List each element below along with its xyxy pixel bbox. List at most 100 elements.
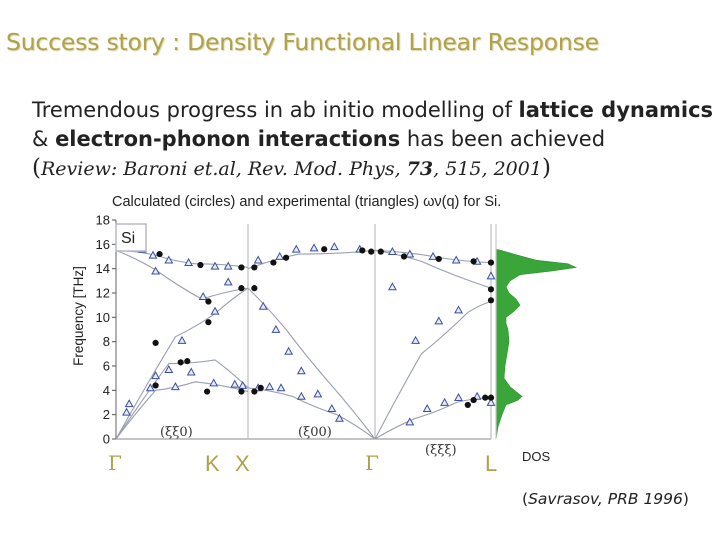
experimental-triangle: [296, 391, 306, 400]
experimental-triangle: [253, 255, 263, 264]
citation: (Savrasov, PRB 1996): [522, 490, 689, 508]
y-tick-label: 16: [96, 237, 110, 252]
calculated-circle: [487, 394, 495, 401]
experimental-triangle: [209, 378, 219, 387]
si-label-box: Si: [115, 223, 147, 252]
y-tick-label: 18: [96, 213, 110, 228]
calculated-circle: [464, 401, 471, 409]
y-tick-label: 2: [103, 407, 110, 422]
experimental-triangle: [284, 346, 294, 355]
y-tick-label: 6: [103, 359, 110, 374]
y-tick-label: 0: [103, 432, 110, 447]
experimental-triangle: [291, 244, 301, 253]
sym-point-l: L: [485, 451, 497, 476]
dispersion-curve-gamma_k-4: [115, 249, 249, 300]
intro-bold-electron-phonon: electron-phonon interactions: [55, 127, 401, 151]
experimental-triangle: [223, 277, 233, 286]
calculated-circle: [482, 394, 489, 401]
intro-plain-3: has been achieved: [400, 127, 606, 151]
dos-panel: [495, 248, 578, 440]
experimental-triangle: [210, 261, 220, 270]
data-points: [122, 242, 496, 426]
dispersion-curves: [115, 249, 492, 440]
intro-plain-1: Tremendous progress in ab initio modelli…: [32, 98, 519, 122]
experimental-triangle: [230, 379, 240, 388]
y-tick-label: 12: [96, 286, 110, 301]
intro-line-3: (Review: Baroni et.al, Rev. Mod. Phys, 7…: [32, 154, 720, 184]
experimental-triangle: [258, 301, 268, 310]
sym-point-gamma-1: Γ: [108, 451, 122, 475]
experimental-triangle: [454, 305, 463, 314]
experimental-triangle: [275, 251, 285, 260]
calculated-circle: [368, 248, 375, 255]
calculated-circle: [238, 285, 245, 292]
calculated-circle: [205, 319, 212, 326]
intro-line-2: & electron-phonon interactions has been …: [32, 125, 720, 154]
dispersion-curve-x_gamma-0: [247, 387, 376, 440]
calculated-circle: [359, 247, 366, 254]
dispersion-curve-gamma_k-3: [115, 249, 249, 268]
direction-label-x00: (ξ00): [298, 425, 332, 440]
calculated-circle: [283, 254, 290, 261]
calculated-circle: [205, 298, 212, 305]
experimental-triangle: [454, 393, 463, 402]
calculated-circle: [251, 264, 258, 271]
experimental-triangle: [184, 257, 194, 266]
calculated-circle: [435, 255, 442, 263]
citation-close: ): [682, 490, 689, 508]
y-tick-label: 4: [103, 383, 110, 398]
calculated-circle: [487, 286, 495, 293]
experimental-triangle: [164, 365, 174, 374]
sym-point-x: X: [235, 451, 250, 476]
calculated-circle: [152, 339, 159, 346]
direction-label-xxx: (ξξξ): [425, 443, 457, 458]
experimental-triangle: [238, 380, 248, 389]
experimental-triangle: [334, 413, 344, 422]
experimental-triangle: [145, 383, 155, 392]
calculated-circle: [321, 246, 328, 253]
dispersion-curve-gamma_k-2: [115, 287, 249, 440]
chart-title: Calculated (circles) and experimental (t…: [112, 194, 501, 210]
review-reference: Review: Baroni et.al, Rev. Mod. Phys, 73…: [41, 158, 542, 180]
citation-open: (: [522, 490, 529, 508]
review-volume: 73: [406, 158, 434, 180]
experimental-triangle: [486, 397, 496, 406]
calculated-circle: [470, 258, 477, 265]
si-label: Si: [121, 230, 135, 247]
calculated-circle: [257, 384, 264, 391]
experimental-triangle: [177, 335, 187, 344]
experimental-triangle: [327, 403, 337, 412]
review-text: Review: Baroni et.al, Rev. Mod. Phys,: [40, 158, 407, 180]
calculated-circle: [203, 388, 211, 395]
dos-curve: [495, 248, 578, 440]
review-rest: , 515, 2001: [433, 158, 542, 180]
y-tick-label: 10: [96, 310, 110, 325]
experimental-triangle: [329, 242, 339, 251]
intro-bold-lattice: lattice dynamics: [518, 98, 714, 122]
calculated-circle: [238, 264, 245, 271]
experimental-triangle: [451, 255, 461, 264]
review-close-paren: ): [541, 155, 551, 181]
experimental-triangle: [122, 407, 132, 416]
experimental-triangle: [422, 403, 432, 412]
dos-label: DOS: [522, 449, 551, 464]
calculated-circle: [270, 259, 277, 266]
y-axis-ticks: 0 2 4 6 8 10 12 14 16 18: [96, 213, 116, 447]
review-open-paren: (: [32, 155, 41, 181]
experimental-triangle: [387, 282, 397, 291]
y-tick-label: 8: [103, 334, 110, 349]
experimental-triangle: [405, 417, 415, 426]
calculated-circle: [470, 396, 477, 404]
calculated-circle: [184, 358, 191, 365]
sym-point-k: K: [205, 451, 220, 476]
experimental-triangle: [276, 383, 286, 392]
calculated-circle: [156, 250, 163, 258]
experimental-triangle: [486, 271, 496, 280]
sym-point-gamma-2: Γ: [365, 451, 379, 475]
experimental-triangle: [440, 397, 450, 406]
y-axis-label: Frequency [THz]: [71, 266, 86, 366]
calculated-circle: [251, 285, 258, 292]
experimental-triangle: [313, 389, 323, 398]
direction-label-xx0: (ξξ0): [160, 425, 193, 440]
experimental-triangle: [428, 251, 438, 260]
